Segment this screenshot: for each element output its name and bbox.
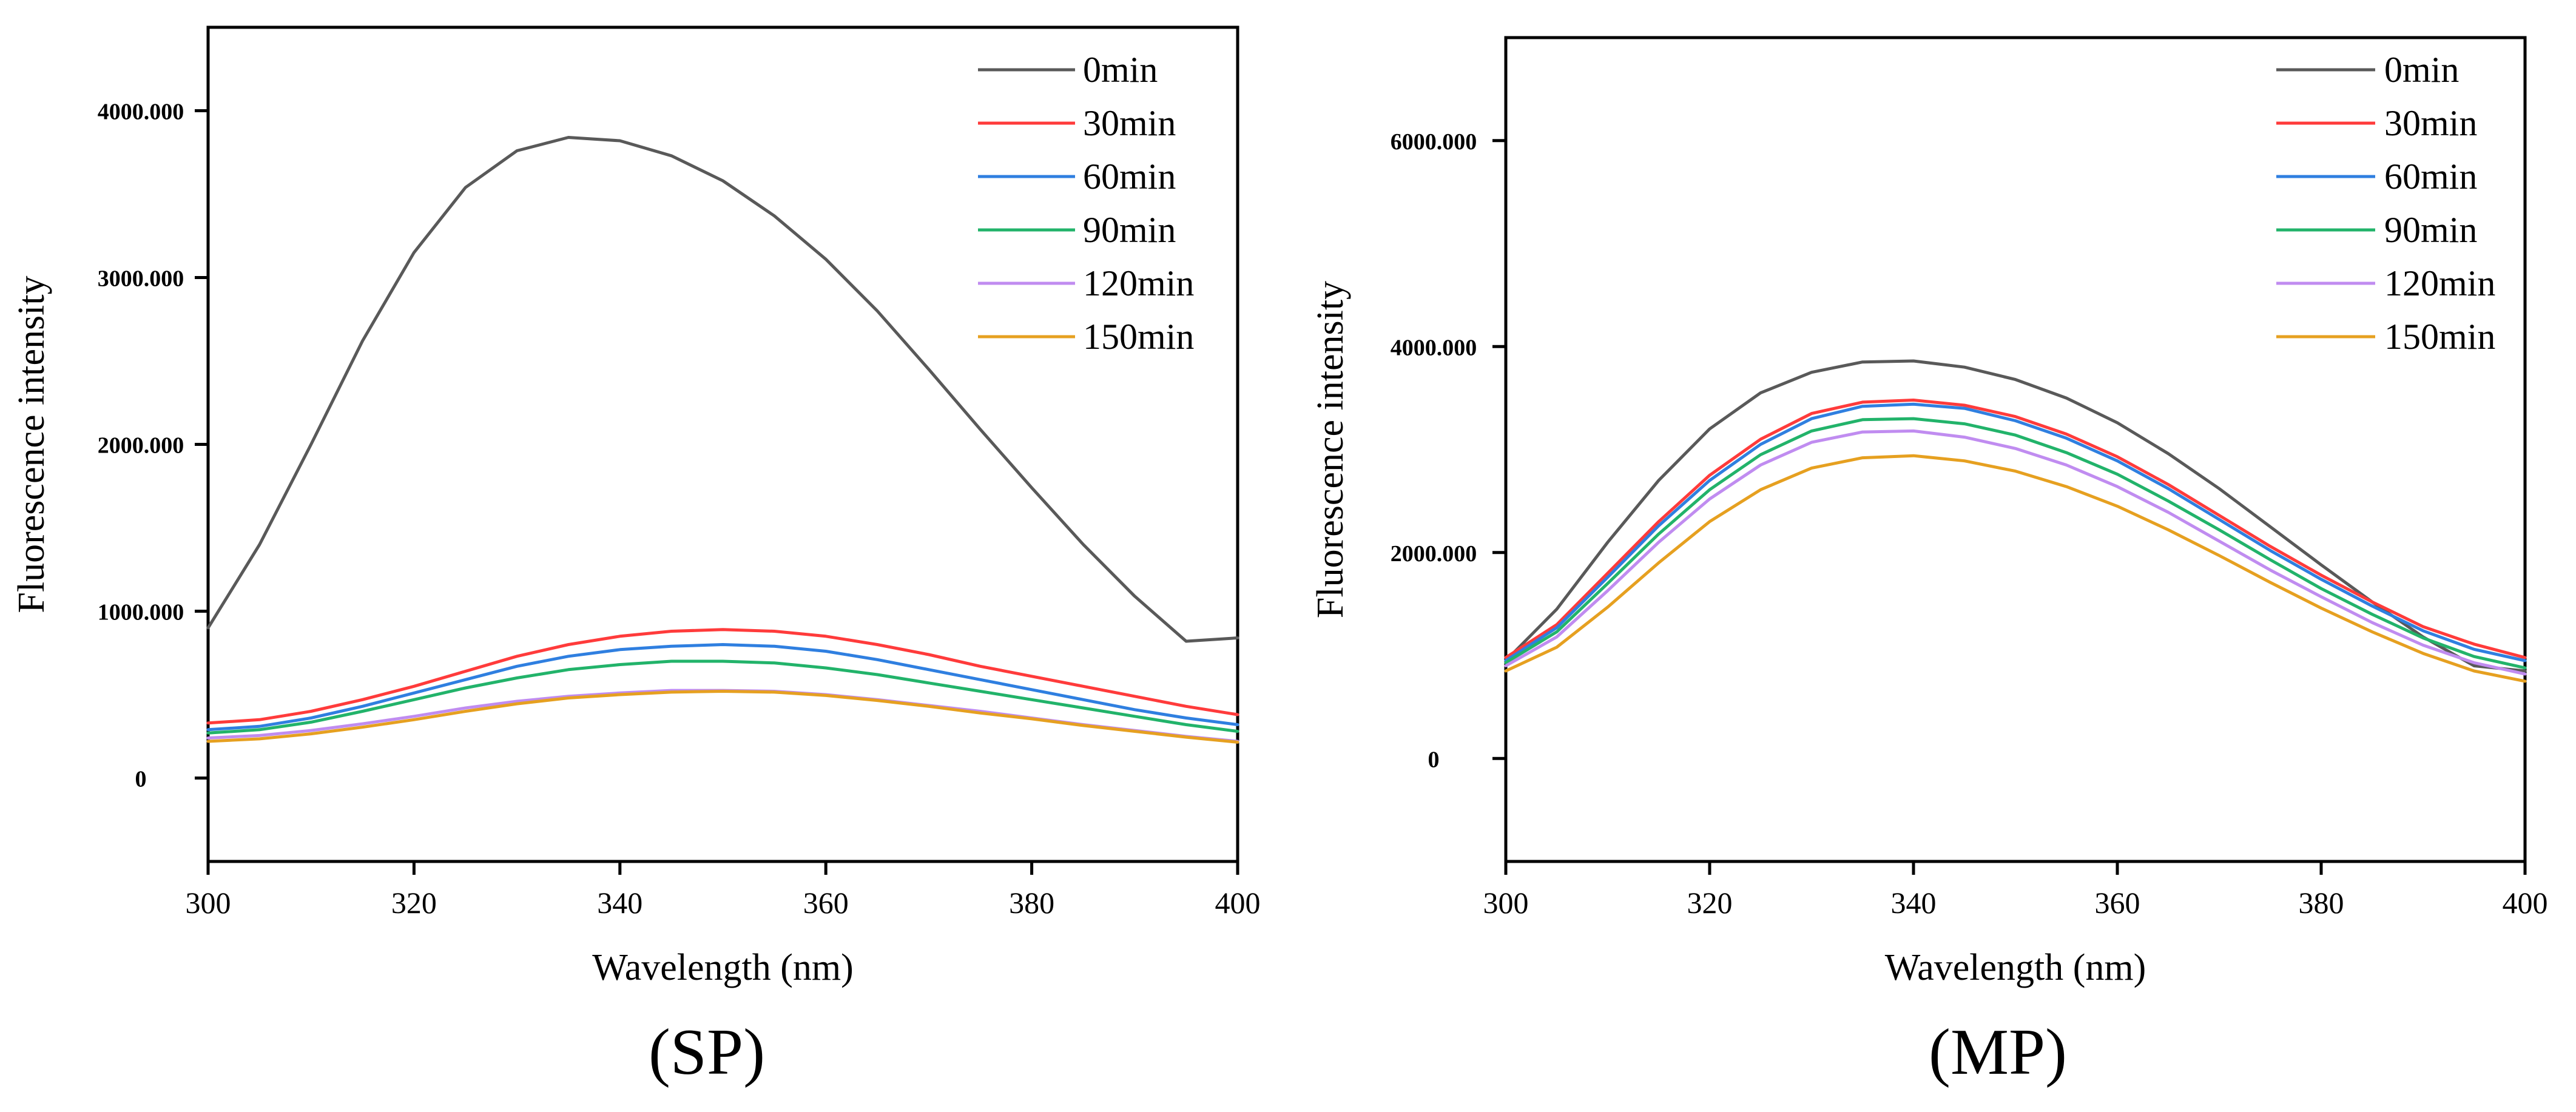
series-line-60min [1504,402,2527,662]
y-tick-label: 2000.000 [1391,541,1477,567]
x-tick-label: 320 [1687,886,1733,920]
chart-panel-mp: 300 320 340 360 380 400 0 2000.000 4000.000 6000.… [1310,36,2548,1088]
legend-label: 60min [2384,157,2477,197]
x-tick-label: 360 [2095,886,2140,920]
x-tick-label: 300 [186,886,231,920]
legend-label: 90min [1083,210,1176,250]
series-line-0min [1504,359,2527,673]
y-tick-label: 4000.000 [98,99,184,125]
x-tick-label: 400 [1215,886,1261,920]
series-line-30min [206,628,1239,725]
y-tick-label: 4000.000 [1391,335,1477,360]
series-line-0min [206,136,1239,643]
legend-label: 0min [2384,50,2459,90]
y-axis-label: Fluorescence intensity [1310,281,1351,618]
panel-label: (SP) [649,1016,765,1088]
x-tick-label: 380 [1009,886,1054,920]
legend-label: 30min [1083,103,1176,143]
y-tick-label: 0 [1428,747,1440,772]
series-line-150min [1504,454,2527,683]
legend-label: 0min [1083,50,1158,90]
series-line-150min [206,690,1239,744]
y-tick-label: 0 [135,767,147,792]
y-axis-label: Fluorescence intensity [11,275,52,613]
x-tick-label: 340 [597,886,642,920]
series-line-90min [206,659,1239,735]
legend-label: 150min [1083,317,1194,357]
plot-frame [1504,36,2527,863]
x-tick-label: 400 [2503,886,2548,920]
x-tick-label: 360 [803,886,849,920]
legend-label: 150min [2384,317,2495,357]
legend-label: 60min [1083,157,1176,197]
legend-label: 120min [2384,263,2495,303]
x-axis-label: Wavelength (nm) [1885,947,2146,988]
series-line-60min [206,643,1239,732]
y-tick-label: 6000.000 [1391,129,1477,155]
x-axis-label: Wavelength (nm) [592,947,854,988]
legend-label: 120min [1083,263,1194,303]
panel-label: (MP) [1929,1016,2067,1088]
x-tick-label: 380 [2299,886,2344,920]
y-tick-label: 2000.000 [98,433,184,459]
chart-panel-sp: 300 320 340 360 380 400 0 1000.000 2000.000 3000.… [11,25,1261,1088]
x-tick-label: 300 [1483,886,1529,920]
legend-label: 90min [2384,210,2477,250]
y-tick-label: 1000.000 [98,600,184,625]
y-tick-label: 3000.000 [98,266,184,292]
x-tick-label: 320 [391,886,437,920]
series-line-120min [1504,429,2527,676]
series-line-30min [1504,399,2527,659]
series-line-90min [1504,417,2527,670]
legend-label: 30min [2384,103,2477,143]
x-tick-label: 340 [1891,886,1937,920]
